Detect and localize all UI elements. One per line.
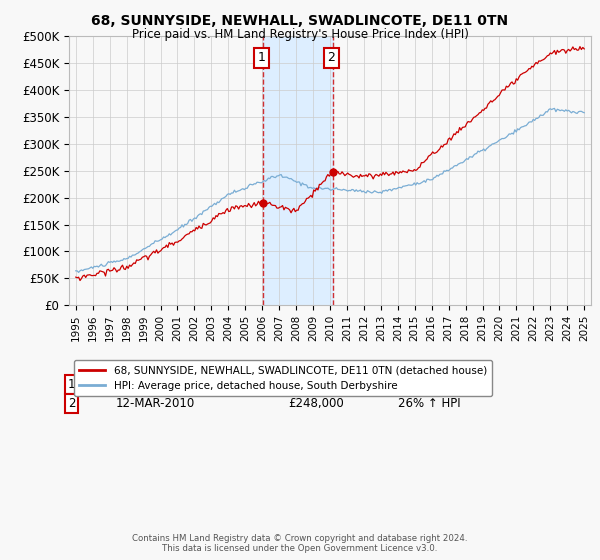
Text: 20-JAN-2006: 20-JAN-2006 xyxy=(116,378,190,391)
Bar xyxy=(263,36,333,305)
Text: 1: 1 xyxy=(68,378,76,391)
Text: 12-MAR-2010: 12-MAR-2010 xyxy=(116,397,195,410)
Text: 2: 2 xyxy=(328,52,335,64)
Text: Contains HM Land Registry data © Crown copyright and database right 2024.
This d: Contains HM Land Registry data © Crown c… xyxy=(132,534,468,553)
Text: 26% ↑ HPI: 26% ↑ HPI xyxy=(398,397,460,410)
Text: 68, SUNNYSIDE, NEWHALL, SWADLINCOTE, DE11 0TN: 68, SUNNYSIDE, NEWHALL, SWADLINCOTE, DE1… xyxy=(91,14,509,28)
Text: £190,000: £190,000 xyxy=(288,378,344,391)
Text: 2: 2 xyxy=(68,397,76,410)
Text: Price paid vs. HM Land Registry's House Price Index (HPI): Price paid vs. HM Land Registry's House … xyxy=(131,28,469,41)
Legend: 68, SUNNYSIDE, NEWHALL, SWADLINCOTE, DE11 0TN (detached house), HPI: Average pri: 68, SUNNYSIDE, NEWHALL, SWADLINCOTE, DE1… xyxy=(74,360,492,396)
Text: £248,000: £248,000 xyxy=(288,397,344,410)
Text: 8% ↓ HPI: 8% ↓ HPI xyxy=(398,378,453,391)
Text: 1: 1 xyxy=(257,52,265,64)
